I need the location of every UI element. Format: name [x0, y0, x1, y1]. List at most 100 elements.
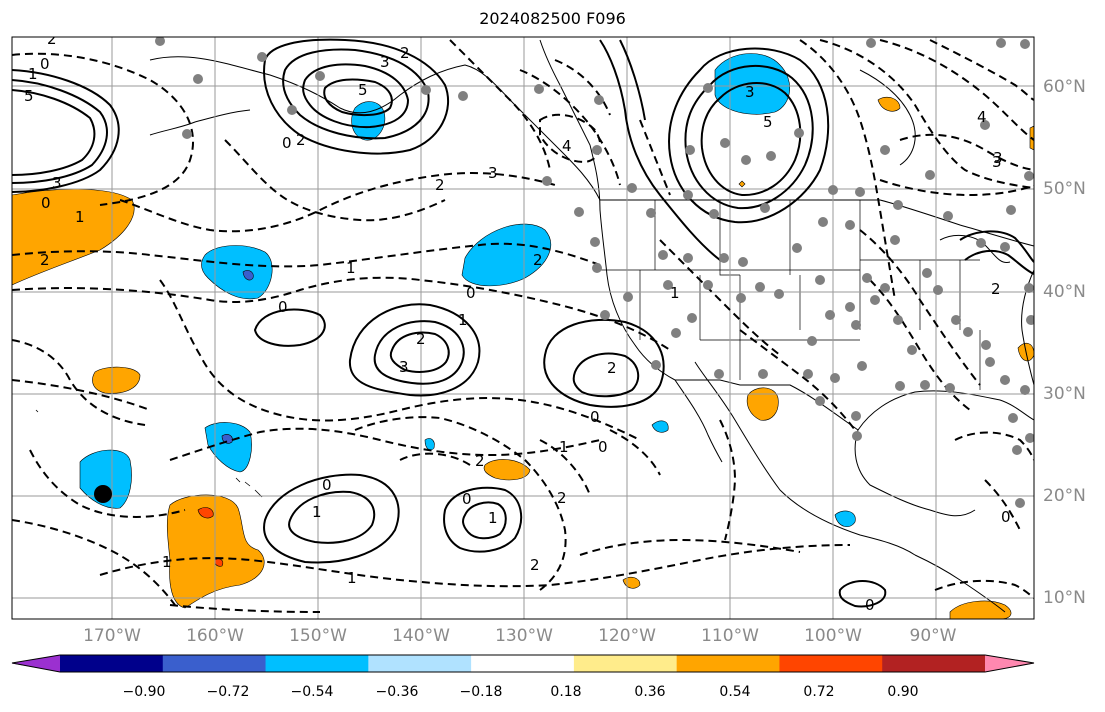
contour-label: 2: [47, 30, 57, 48]
central-america: [914, 554, 1006, 613]
purple-spot-1: [242, 270, 254, 281]
colorbar-tick-label: 0.72: [803, 684, 835, 700]
blue-region-small-1: [424, 438, 435, 451]
contour-label: 2: [416, 330, 426, 348]
gulf-coast: [857, 390, 1034, 431]
contour-label: 1: [28, 65, 38, 83]
contour-label: 0: [40, 55, 50, 73]
contour-label: 3: [488, 164, 498, 182]
contour-labels: 2 0 1 5 3 0 1 2 3 5 2 0 2 3 4 3 5 3 2 1 …: [24, 30, 1011, 614]
lat-label: 20°N: [1043, 486, 1086, 506]
colorbar-tick-label: 0.36: [634, 684, 666, 700]
state-borders: [600, 200, 981, 390]
lon-label: 110°W: [701, 626, 759, 646]
colorbar-extend-low: [12, 655, 60, 672]
blue-region-small-3: [834, 510, 856, 528]
red-spot-1: [197, 507, 214, 519]
orange-region-mexico: [746, 387, 779, 421]
dashed-contours: [12, 39, 1034, 613]
colorbar-extend-high: [985, 655, 1034, 672]
contour-label: 0: [282, 134, 292, 152]
colorbar-segment: [162, 655, 267, 672]
contour-label: 5: [24, 87, 34, 105]
contour-label: 5: [763, 113, 773, 131]
contour-label: 3: [745, 83, 755, 101]
mexico-west-coast: [694, 361, 916, 556]
contour-label: 0: [466, 284, 476, 302]
contour-label: 3: [992, 153, 1002, 171]
colorbar-segments: [12, 655, 1034, 672]
contour-label: 5: [358, 81, 368, 99]
storm-marker: [94, 485, 112, 503]
red-spot-2: [214, 558, 224, 567]
blue-region-hawaii-1: [204, 422, 252, 473]
colorbar-tick-label: 0.54: [719, 684, 751, 700]
contour-label: 2: [530, 556, 540, 574]
contour-label: 1: [162, 553, 172, 571]
contour-label: 1: [75, 208, 85, 226]
contour-label: 0: [590, 408, 600, 426]
colorbar-segment: [60, 655, 164, 672]
contour-label: 1: [458, 311, 468, 329]
lon-label: 90°W: [909, 626, 957, 646]
islands: [35, 409, 263, 498]
lat-label: 60°N: [1043, 77, 1086, 97]
colorbar-segment: [471, 655, 575, 672]
contour-label: 3: [380, 53, 390, 71]
contour-label: 1: [312, 503, 322, 521]
solid-contours: [12, 38, 1034, 608]
contour-label: 2: [533, 251, 543, 269]
canada-coast: [539, 39, 601, 211]
colorbar-tick-label: −0.18: [459, 684, 503, 700]
us-mexico-border: [675, 379, 859, 431]
contour-label: 3: [993, 149, 1003, 167]
contour-label: 2: [435, 176, 445, 194]
contour-label: 1: [346, 259, 356, 277]
blue-region-pacific-2: [461, 223, 552, 287]
contour-label: 1: [559, 438, 569, 456]
lat-label: 30°N: [1043, 384, 1086, 404]
colorbar-tick-label: −0.72: [206, 684, 250, 700]
contour-label: 1: [488, 509, 498, 527]
station-dots: [155, 37, 1034, 508]
contour-label: 0: [865, 596, 875, 614]
contour-label: 1: [347, 569, 357, 587]
mexico-east-coast: [854, 429, 976, 517]
orange-region-small-1: [483, 459, 531, 481]
contour-label: 2: [607, 359, 617, 377]
colorbar: [11, 654, 1035, 673]
colorbar-segment: [573, 655, 678, 672]
aleutian-chain: [149, 109, 251, 136]
shaded-regions: [12, 53, 1034, 619]
lat-label: 40°N: [1043, 282, 1086, 302]
blue-region-hawaii-2: [79, 449, 132, 509]
lon-label: 120°W: [598, 626, 656, 646]
contour-label: 0: [1001, 508, 1011, 526]
colorbar-segment: [882, 655, 986, 672]
lon-label: 100°W: [804, 626, 862, 646]
colorbar-tick-label: −0.90: [122, 684, 166, 700]
colorbar-outline: [11, 654, 1035, 673]
colorbar-segment: [368, 655, 472, 672]
lon-label: 160°W: [186, 626, 244, 646]
hudson-bay: [859, 69, 916, 166]
coastlines: [149, 39, 1034, 613]
blue-region-small-2: [651, 420, 669, 433]
alaska-coast: [149, 56, 601, 201]
contour-label: 4: [562, 137, 572, 155]
map-border: [11, 36, 1035, 620]
contour-label: 2: [40, 251, 50, 269]
contour-label: 0: [462, 490, 472, 508]
lat-label: 50°N: [1043, 179, 1086, 199]
colorbar-segment: [265, 655, 369, 672]
colorbar-tick-label: 0.90: [887, 684, 919, 700]
orange-region-hawaii-north: [92, 366, 141, 394]
blue-region-gulf-alaska: [351, 101, 386, 141]
contour-label: 2: [296, 131, 306, 149]
contour-label: 2: [475, 452, 485, 470]
lon-label: 130°W: [495, 626, 553, 646]
lon-label: 150°W: [289, 626, 347, 646]
lon-label: 170°W: [83, 626, 141, 646]
contour-label: 2: [991, 280, 1001, 298]
